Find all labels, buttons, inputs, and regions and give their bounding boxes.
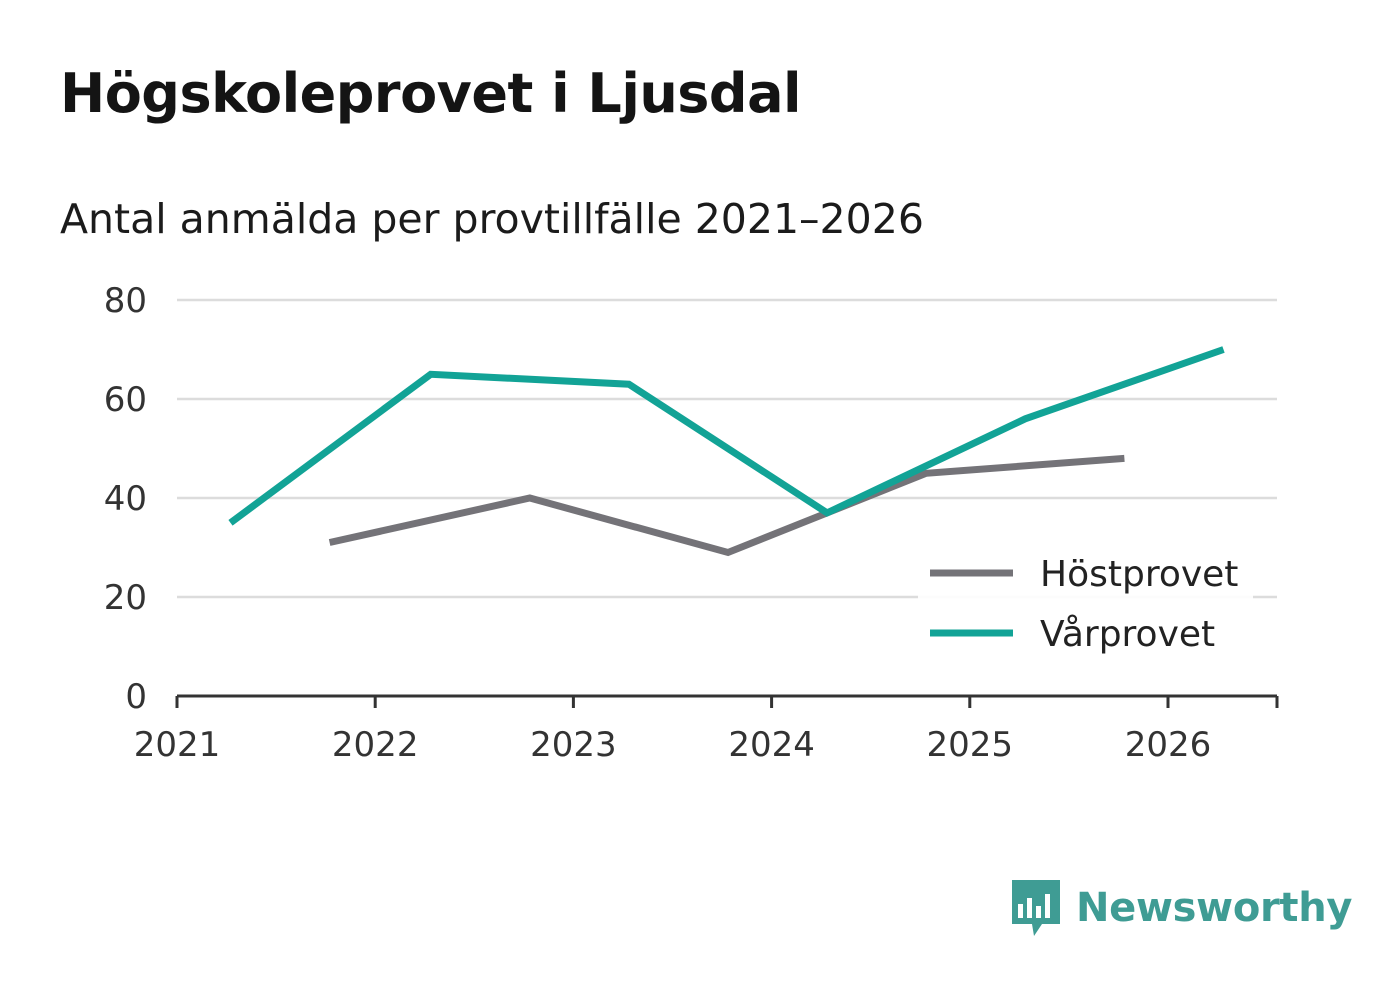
legend: Höstprovet Vårprovet (918, 548, 1253, 666)
y-tick-label-20: 20 (104, 578, 147, 618)
legend-label-höstprovet: Höstprovet (1040, 554, 1238, 595)
y-tick-label-40: 40 (104, 479, 147, 519)
y-tick-label-0: 0 (125, 677, 147, 717)
x-tick-label-2023: 2023 (530, 725, 617, 765)
x-tick-label-2021: 2021 (134, 725, 221, 765)
series-line-höstprovet (328, 454, 1125, 557)
brand-name: Newsworthy (1076, 885, 1353, 931)
chart-title: Högskoleprovet i Ljusdal (60, 62, 802, 125)
newsworthy-logo-icon (1012, 880, 1060, 936)
x-tick-label-2022: 2022 (332, 725, 419, 765)
x-tick-label-2024: 2024 (728, 725, 815, 765)
chart-subtitle: Antal anmälda per provtillfälle 2021–202… (60, 195, 924, 243)
y-tick-label-80: 80 (104, 281, 147, 321)
legend-label-vårprovet: Vårprovet (1040, 614, 1215, 655)
brand-logo: Newsworthy (1010, 878, 1353, 938)
x-tick-label-2026: 2026 (1125, 725, 1212, 765)
x-axis: 2021 2022 2023 2024 2025 2026 (134, 694, 1279, 765)
x-tick-label-2025: 2025 (927, 725, 1014, 765)
series-line-vårprovet (228, 346, 1225, 526)
y-axis-ticks: 0 20 40 60 80 (104, 281, 147, 717)
legend-background (918, 548, 1253, 666)
y-tick-label-60: 60 (104, 380, 147, 420)
series-lines (228, 346, 1225, 557)
